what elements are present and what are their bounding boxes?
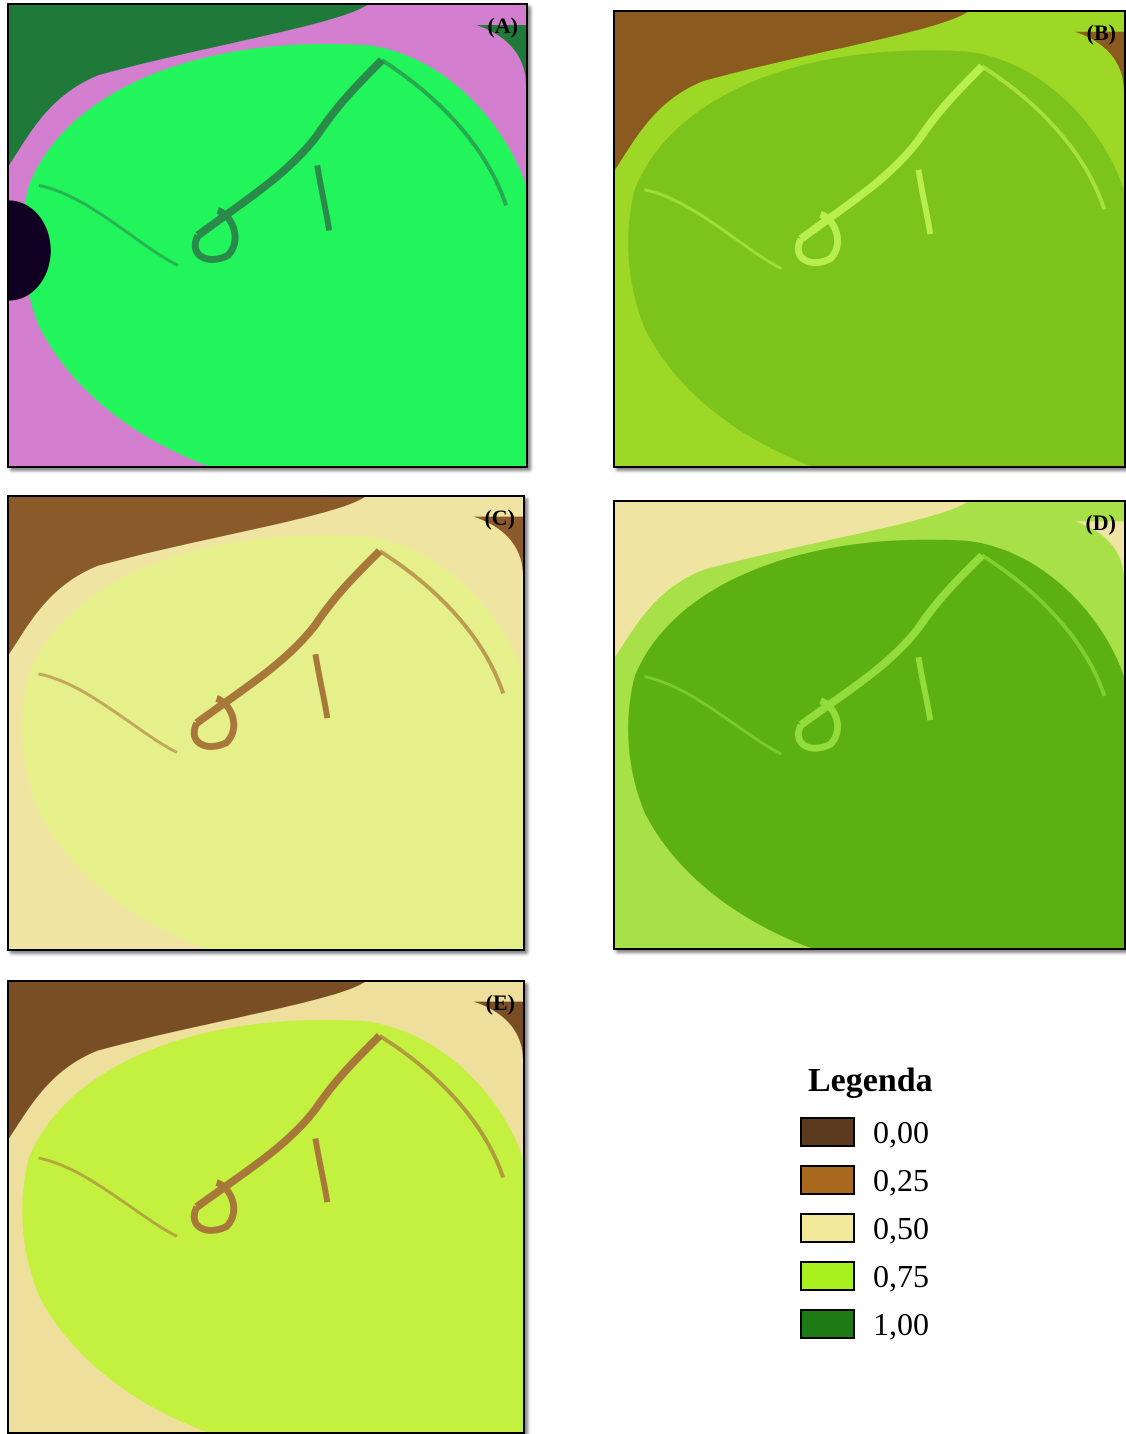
figure: (A) (B) (C) (D) (E) Legenda 0,00 0,25 0,50 0,75… [0,0,1126,1434]
panel-label: (D) [1085,510,1116,536]
legend: Legenda 0,00 0,25 0,50 0,75 1,00 [800,1062,1020,1348]
legend-items: 0,00 0,25 0,50 0,75 1,00 [800,1108,1020,1348]
legend-swatch [800,1117,855,1147]
panel-image [615,502,1124,948]
image-panel: (E) [7,980,525,1434]
image-panel: (A) [7,3,528,468]
panel-image [9,982,523,1432]
legend-label: 0,25 [873,1162,929,1199]
legend-label: 0,50 [873,1210,929,1247]
legend-swatch [800,1165,855,1195]
image-panel: (C) [7,495,525,951]
legend-label: 0,00 [873,1114,929,1151]
legend-item: 0,50 [800,1204,1020,1252]
legend-swatch [800,1309,855,1339]
image-panel: (B) [613,10,1126,468]
panel-label: (C) [484,505,515,531]
legend-label: 1,00 [873,1306,929,1343]
panel-label: (B) [1087,20,1116,46]
legend-label: 0,75 [873,1258,929,1295]
panel-label: (A) [487,13,518,39]
panel-image [9,497,523,949]
legend-swatch [800,1213,855,1243]
legend-item: 1,00 [800,1300,1020,1348]
legend-title: Legenda [808,1062,1020,1100]
legend-item: 0,25 [800,1156,1020,1204]
panel-image [615,12,1124,466]
image-panel: (D) [613,500,1126,950]
panel-label: (E) [486,990,515,1016]
legend-swatch [800,1261,855,1291]
panel-image [9,5,526,466]
legend-item: 0,75 [800,1252,1020,1300]
legend-item: 0,00 [800,1108,1020,1156]
